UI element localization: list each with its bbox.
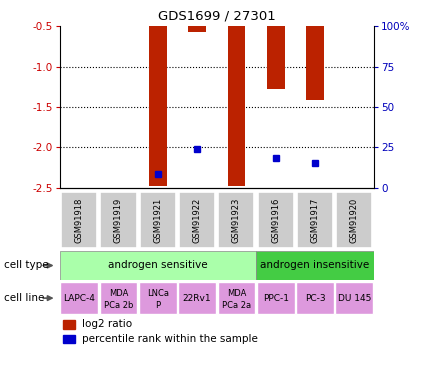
Text: PCa 2a: PCa 2a bbox=[222, 301, 251, 310]
Text: androgen sensitive: androgen sensitive bbox=[108, 261, 207, 270]
Bar bbox=[306, 26, 324, 100]
Text: GSM91922: GSM91922 bbox=[193, 198, 201, 243]
Bar bbox=[267, 26, 285, 89]
Bar bbox=[62, 335, 75, 344]
Text: GSM91921: GSM91921 bbox=[153, 198, 162, 243]
Text: GSM91917: GSM91917 bbox=[311, 198, 320, 243]
Bar bbox=[188, 26, 206, 32]
Bar bbox=[227, 26, 245, 186]
Text: PPC-1: PPC-1 bbox=[263, 294, 289, 303]
Bar bbox=[178, 282, 216, 314]
Bar bbox=[60, 251, 256, 280]
Text: androgen insensitive: androgen insensitive bbox=[261, 261, 370, 270]
Text: GSM91918: GSM91918 bbox=[75, 198, 84, 243]
Text: P: P bbox=[155, 301, 160, 310]
FancyBboxPatch shape bbox=[179, 192, 215, 248]
Text: LAPC-4: LAPC-4 bbox=[63, 294, 95, 303]
Bar bbox=[99, 282, 137, 314]
Title: GDS1699 / 27301: GDS1699 / 27301 bbox=[158, 9, 276, 22]
Bar bbox=[60, 282, 98, 314]
Text: DU 145: DU 145 bbox=[337, 294, 371, 303]
Text: GSM91916: GSM91916 bbox=[271, 198, 280, 243]
Bar bbox=[139, 282, 177, 314]
FancyBboxPatch shape bbox=[61, 192, 97, 248]
Text: GSM91919: GSM91919 bbox=[114, 198, 123, 243]
Text: PC-3: PC-3 bbox=[305, 294, 326, 303]
Text: log2 ratio: log2 ratio bbox=[82, 320, 132, 329]
Text: GSM91920: GSM91920 bbox=[350, 198, 359, 243]
Bar bbox=[257, 282, 295, 314]
Text: percentile rank within the sample: percentile rank within the sample bbox=[82, 334, 258, 344]
FancyBboxPatch shape bbox=[258, 192, 294, 248]
FancyBboxPatch shape bbox=[218, 192, 255, 248]
Bar bbox=[256, 251, 374, 280]
Text: cell type: cell type bbox=[4, 261, 49, 270]
Text: 22Rv1: 22Rv1 bbox=[183, 294, 211, 303]
FancyBboxPatch shape bbox=[336, 192, 372, 248]
Text: LNCa: LNCa bbox=[147, 289, 169, 298]
Bar bbox=[296, 282, 334, 314]
Text: cell line: cell line bbox=[4, 293, 45, 303]
Bar bbox=[62, 320, 75, 328]
FancyBboxPatch shape bbox=[297, 192, 333, 248]
Bar bbox=[218, 282, 255, 314]
Text: GSM91923: GSM91923 bbox=[232, 198, 241, 243]
Bar bbox=[149, 26, 167, 186]
Bar bbox=[335, 282, 373, 314]
Text: MDA: MDA bbox=[109, 289, 128, 298]
Text: MDA: MDA bbox=[227, 289, 246, 298]
FancyBboxPatch shape bbox=[100, 192, 136, 248]
Text: PCa 2b: PCa 2b bbox=[104, 301, 133, 310]
FancyBboxPatch shape bbox=[140, 192, 176, 248]
